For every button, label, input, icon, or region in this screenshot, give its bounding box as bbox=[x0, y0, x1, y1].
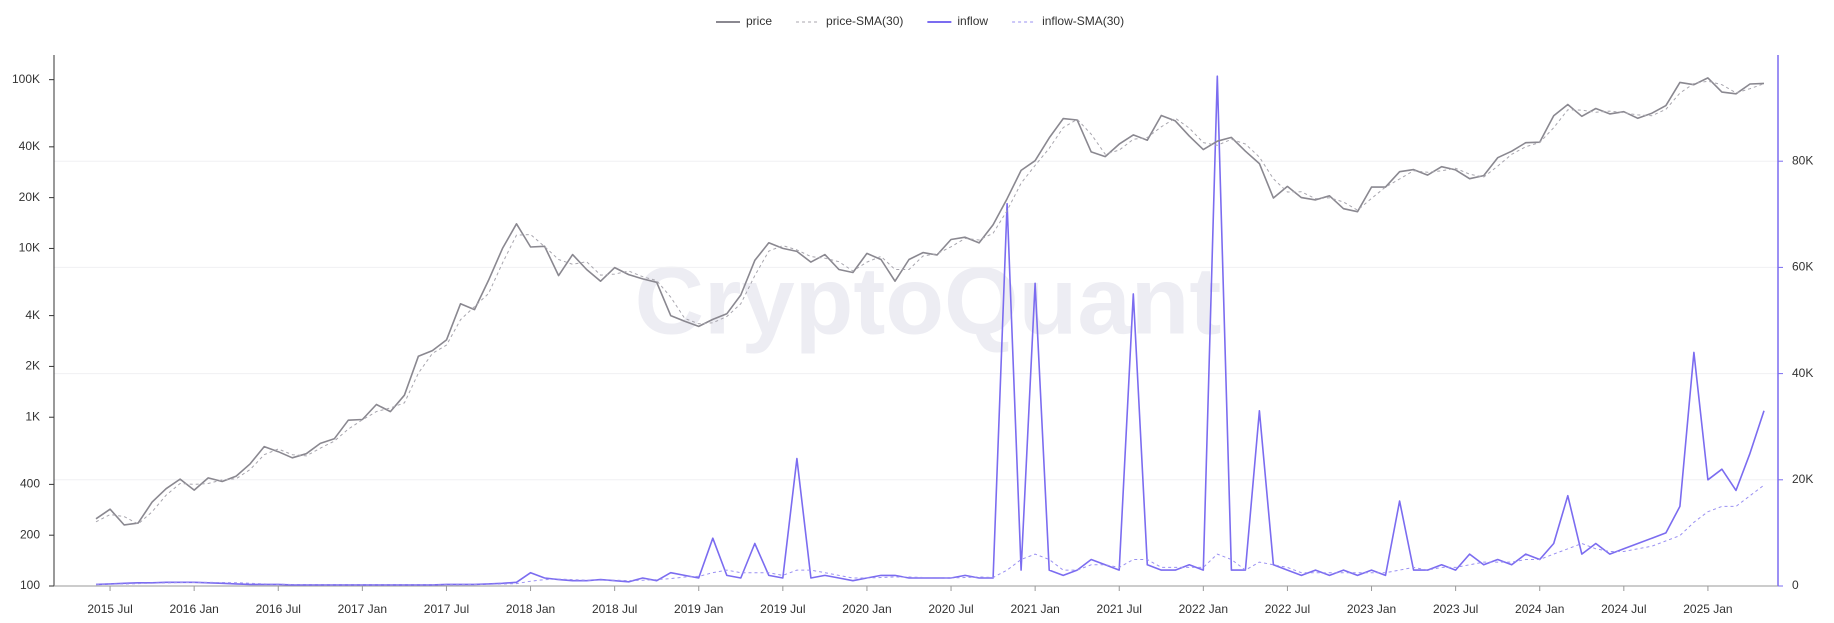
legend-item: inflow-SMA(30) bbox=[1012, 14, 1124, 28]
x-tick-label: 2023 Jul bbox=[1433, 602, 1478, 616]
x-tick-label: 2022 Jul bbox=[1265, 602, 1310, 616]
watermark: CryptoQuant bbox=[635, 247, 1222, 354]
y2-tick-label: 20K bbox=[1792, 472, 1813, 486]
y2-tick-label: 60K bbox=[1792, 260, 1813, 274]
x-tick-label: 2023 Jan bbox=[1347, 602, 1396, 616]
y-tick-label: 100K bbox=[12, 72, 40, 86]
x-tick-label: 2018 Jul bbox=[592, 602, 637, 616]
y-tick-label: 40K bbox=[19, 139, 40, 153]
x-tick-label: 2016 Jan bbox=[169, 602, 218, 616]
y-tick-label: 10K bbox=[19, 241, 40, 255]
y-tick-label: 2K bbox=[25, 359, 40, 373]
y-tick-label: 200 bbox=[20, 527, 40, 541]
x-tick-label: 2021 Jul bbox=[1097, 602, 1142, 616]
x-tick-label: 2015 Jul bbox=[87, 602, 132, 616]
x-tick-label: 2022 Jan bbox=[1179, 602, 1228, 616]
x-tick-label: 2024 Jan bbox=[1515, 602, 1564, 616]
series-line bbox=[95, 484, 1765, 586]
legend-label: inflow-SMA(30) bbox=[1042, 14, 1124, 28]
legend-label: price bbox=[746, 14, 772, 28]
x-tick-label: 2018 Jan bbox=[506, 602, 555, 616]
y-tick-label: 400 bbox=[20, 477, 40, 491]
y-tick-label: 4K bbox=[25, 308, 40, 322]
x-tick-label: 2017 Jan bbox=[338, 602, 387, 616]
x-tick-label: 2024 Jul bbox=[1601, 602, 1646, 616]
y-tick-label: 20K bbox=[19, 190, 40, 204]
y-tick-label: 1K bbox=[25, 409, 40, 423]
y2-tick-label: 80K bbox=[1792, 153, 1813, 167]
legend-label: inflow bbox=[957, 14, 988, 28]
legend-item: price bbox=[716, 14, 772, 28]
legend-item: price-SMA(30) bbox=[796, 14, 903, 28]
x-tick-label: 2017 Jul bbox=[424, 602, 469, 616]
y2-tick-label: 0 bbox=[1792, 578, 1799, 592]
y2-tick-label: 40K bbox=[1792, 366, 1813, 380]
x-tick-label: 2019 Jan bbox=[674, 602, 723, 616]
legend-item: inflow bbox=[927, 14, 988, 28]
x-tick-label: 2016 Jul bbox=[256, 602, 301, 616]
x-tick-label: 2020 Jul bbox=[928, 602, 973, 616]
x-tick-label: 2025 Jan bbox=[1683, 602, 1732, 616]
y-tick-label: 100 bbox=[20, 578, 40, 592]
legend-label: price-SMA(30) bbox=[826, 14, 903, 28]
series-line bbox=[95, 77, 1765, 526]
x-tick-label: 2021 Jan bbox=[1010, 602, 1059, 616]
x-tick-label: 2019 Jul bbox=[760, 602, 805, 616]
x-tick-label: 2020 Jan bbox=[842, 602, 891, 616]
